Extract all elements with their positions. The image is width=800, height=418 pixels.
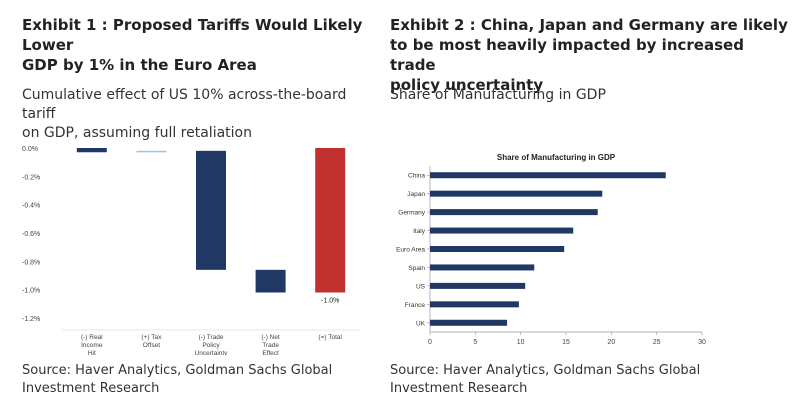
manufacturing-bar-chart: Share of Manufacturing in GDP China Japan G…: [390, 140, 790, 355]
x-tick-label: 25: [653, 339, 661, 346]
waterfall-bar: [196, 150, 226, 270]
waterfall-bar: [255, 269, 286, 293]
waterfall-bar: [315, 148, 346, 293]
x-category-label: Trade: [262, 342, 279, 349]
x-category-label: (+) Tax: [141, 334, 162, 341]
y-tick-label: -0.2%: [22, 174, 40, 181]
exhibit-2-subtitle: Share of Manufacturing in GDP: [390, 87, 606, 103]
waterfall-bar: [76, 148, 107, 153]
exhibit-1-panel: Exhibit 1 : Proposed Tariffs Would Likel…: [0, 0, 390, 418]
x-tick-label: 0: [428, 339, 432, 346]
manufacturing-bar: [430, 209, 598, 216]
manufacturing-bar: [430, 246, 565, 252]
manufacturing-bar: [430, 319, 508, 326]
waterfall-chart: 0.0% -0.2% -0.4% -0.6% -0.8% -1.0% -1.2% (-) Re…: [10, 140, 380, 357]
exhibit-1-source-line-2: Investment Research: [22, 381, 160, 396]
exhibit-2-title-line-3: policy uncertainty: [390, 76, 544, 94]
x-category-label: (-) Net: [261, 334, 280, 341]
exhibit-1-subtitle-line-1: Cumulative effect of US 10% across-the-b…: [22, 87, 347, 122]
exhibit-2-title-line-2: to be most heavily impacted by increased…: [390, 36, 744, 74]
y-tick-label: -1.2%: [22, 316, 40, 323]
y-category-label: US: [416, 283, 426, 290]
x-category-label: Income: [81, 342, 103, 349]
manufacturing-bar: [430, 172, 666, 179]
y-tick-label: -0.6%: [22, 231, 40, 238]
manufacturing-bar: [430, 301, 519, 308]
y-category-label: Germany: [398, 210, 425, 217]
x-category-label: Effect: [262, 350, 279, 355]
x-tick-label: 15: [562, 339, 570, 346]
y-category-label: Euro Area: [396, 247, 425, 254]
exhibit-2-title-line-1: Exhibit 2 : China, Japan and Germany are…: [390, 16, 788, 34]
manufacturing-bar: [430, 227, 574, 234]
y-tick-label: -1.0%: [22, 288, 40, 295]
manufacturing-bar: [430, 190, 603, 197]
exhibit-1-source: Source: Haver Analytics, Goldman Sachs G…: [22, 362, 352, 398]
x-category-label: (-) Real: [81, 334, 103, 341]
exhibit-1-source-line-1: Source: Haver Analytics, Goldman Sachs G…: [22, 363, 333, 378]
exhibit-1-title-line-1: Exhibit 1 : Proposed Tariffs Would Likel…: [22, 16, 363, 54]
exhibit-2-title: Exhibit 2 : China, Japan and Germany are…: [390, 15, 790, 95]
manufacturing-bar: [430, 282, 526, 289]
exhibit-2-source: Source: Haver Analytics, Goldman Sachs G…: [390, 362, 720, 398]
manufacturing-bar: [430, 264, 535, 271]
exhibit-1-title: Exhibit 1 : Proposed Tariffs Would Likel…: [22, 15, 382, 75]
x-category-label: (-) Trade: [199, 334, 224, 341]
y-tick-label: -0.4%: [22, 203, 40, 210]
x-tick-label: 20: [607, 339, 615, 346]
x-category-label: Policy: [202, 342, 220, 349]
x-category-label: Hit: [88, 350, 96, 355]
chart-title: Share of Manufacturing in GDP: [497, 153, 616, 162]
x-category-label: Offset: [143, 342, 160, 349]
y-category-label: Japan: [407, 191, 425, 198]
exhibit-1-subtitle-line-2: on GDP, assuming full retaliation: [22, 125, 252, 141]
exhibit-2-panel: Exhibit 2 : China, Japan and Germany are…: [390, 0, 800, 418]
x-category-label: Uncertainty: [195, 350, 229, 355]
x-tick-label: 10: [517, 339, 525, 346]
x-tick-label: 30: [698, 339, 706, 346]
y-category-label: UK: [416, 320, 426, 327]
y-category-label: China: [408, 173, 425, 180]
waterfall-bar: [136, 150, 167, 153]
y-category-label: Italy: [413, 228, 426, 235]
exhibit-1-title-line-2: GDP by 1% in the Euro Area: [22, 56, 257, 74]
manufacturing-bar-chart-svg: Share of Manufacturing in GDP China Japan G…: [396, 153, 706, 346]
y-category-label: Spain: [408, 265, 425, 272]
exhibit-2-source-line-1: Source: Haver Analytics, Goldman Sachs G…: [390, 363, 701, 378]
data-label: -1.0%: [321, 298, 339, 305]
x-tick-label: 5: [473, 339, 477, 346]
waterfall-chart-svg: 0.0% -0.2% -0.4% -0.6% -0.8% -1.0% -1.2% (-) Re…: [22, 146, 360, 357]
y-category-label: France: [405, 302, 426, 309]
x-category-label: (=) Total: [318, 334, 342, 341]
exhibit-2-source-line-2: Investment Research: [390, 381, 528, 396]
y-tick-label: 0.0%: [22, 146, 38, 153]
y-tick-label: -0.8%: [22, 259, 40, 266]
exhibit-1-subtitle: Cumulative effect of US 10% across-the-b…: [22, 86, 372, 143]
